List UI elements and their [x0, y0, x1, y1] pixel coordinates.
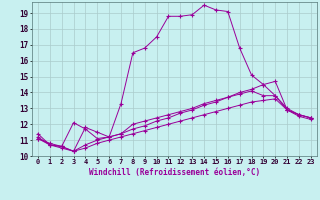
- X-axis label: Windchill (Refroidissement éolien,°C): Windchill (Refroidissement éolien,°C): [89, 168, 260, 177]
